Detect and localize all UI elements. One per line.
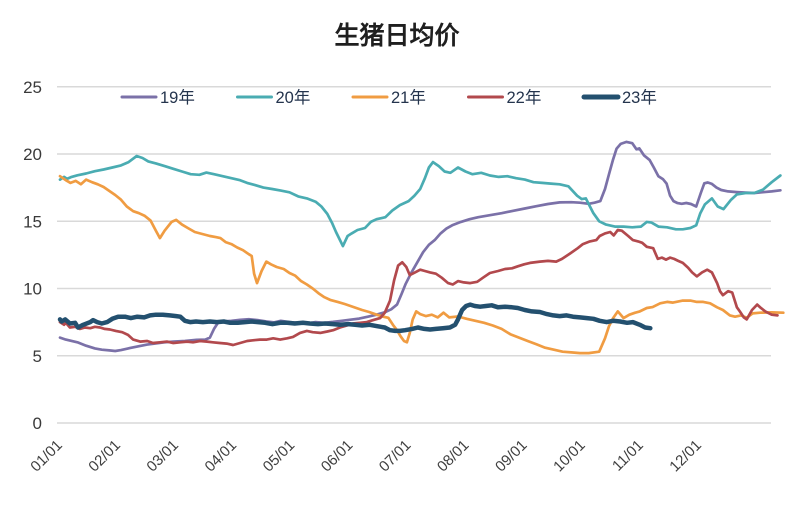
legend-item-19年: 19年 xyxy=(120,88,195,107)
y-tick-label-0: 0 xyxy=(33,414,42,433)
series-line-19年 xyxy=(58,140,782,353)
y-tick-label-20: 20 xyxy=(23,145,42,164)
y-tick-label-5: 5 xyxy=(33,347,42,366)
chart-title: 生猪日均价 xyxy=(334,22,460,50)
legend-label-19年: 19年 xyxy=(160,88,195,107)
chart-legend: 19年 20年 21年 22年 23年 xyxy=(120,88,657,107)
legend-label-23年: 23年 xyxy=(622,88,657,107)
y-tick-label-15: 15 xyxy=(23,212,42,231)
legend-item-22年: 22年 xyxy=(467,88,542,107)
legend-item-20年: 20年 xyxy=(236,88,311,107)
y-tick-label-10: 10 xyxy=(23,280,42,299)
series-line-20年 xyxy=(58,154,782,248)
series-line-21年 xyxy=(58,174,785,355)
legend-label-21年: 21年 xyxy=(391,88,426,107)
legend-item-23年: 23年 xyxy=(581,88,657,107)
y-tick-label-25: 25 xyxy=(23,78,42,97)
legend-item-21年: 21年 xyxy=(351,88,426,107)
legend-label-20年: 20年 xyxy=(276,88,311,107)
series-lines xyxy=(57,140,785,355)
series-line-23年 xyxy=(57,302,653,334)
legend-label-22年: 22年 xyxy=(507,88,542,107)
series-line-22年 xyxy=(58,228,779,347)
